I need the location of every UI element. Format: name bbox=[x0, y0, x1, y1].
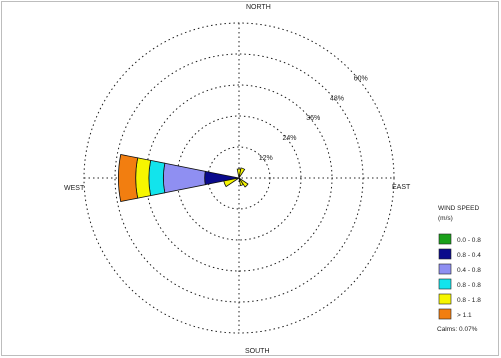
east-label: EAST bbox=[392, 184, 411, 191]
legend-swatch-6 bbox=[438, 308, 452, 320]
ring-label-1: 12% bbox=[259, 155, 273, 162]
legend-unit: (m/s) bbox=[438, 215, 453, 222]
west-label: WEST bbox=[64, 185, 85, 192]
ring-labels: 12% 24% 36% 48% 60% bbox=[259, 75, 368, 162]
legend-swatch-3 bbox=[438, 263, 452, 275]
ring-label-2: 24% bbox=[283, 135, 297, 142]
sector-5-band-4 bbox=[238, 177, 249, 188]
legend: WIND SPEED (m/s) 0.0 - 0.8 0.8 - 0.4 0.4 -… bbox=[437, 205, 481, 333]
legend-label-2: 0.8 - 0.4 bbox=[457, 252, 481, 259]
legend-label-3: 0.4 - 0.8 bbox=[457, 267, 481, 274]
legend-label-4: 0.8 - 0.8 bbox=[457, 282, 481, 289]
direction-sectors bbox=[117, 154, 249, 202]
legend-swatch-1 bbox=[438, 233, 452, 245]
sector-0-band-5 bbox=[117, 154, 139, 202]
sector-0-band-3 bbox=[148, 159, 166, 197]
sector-1-band-4 bbox=[223, 177, 240, 188]
legend-title: WIND SPEED bbox=[438, 205, 479, 212]
legend-swatch-2 bbox=[438, 248, 452, 260]
north-label: NORTH bbox=[246, 4, 271, 11]
south-label: SOUTH bbox=[245, 348, 270, 355]
legend-swatch-5 bbox=[438, 293, 452, 305]
legend-label-1: 0.0 - 0.8 bbox=[457, 237, 481, 244]
legend-label-6: > 1.1 bbox=[457, 312, 472, 319]
ring-label-4: 48% bbox=[330, 95, 344, 102]
sector-0-band-1 bbox=[204, 170, 240, 186]
legend-swatch-4 bbox=[438, 278, 452, 290]
sector-0-band-2 bbox=[162, 162, 206, 194]
ring-label-5: 60% bbox=[354, 75, 368, 82]
legend-label-5: 0.8 - 1.8 bbox=[457, 297, 481, 304]
sector-3-band-4 bbox=[238, 167, 246, 179]
ring-label-3: 36% bbox=[306, 115, 320, 122]
calms-note: Calms: 0.07% bbox=[437, 326, 478, 333]
sector-0-band-4 bbox=[135, 157, 152, 199]
